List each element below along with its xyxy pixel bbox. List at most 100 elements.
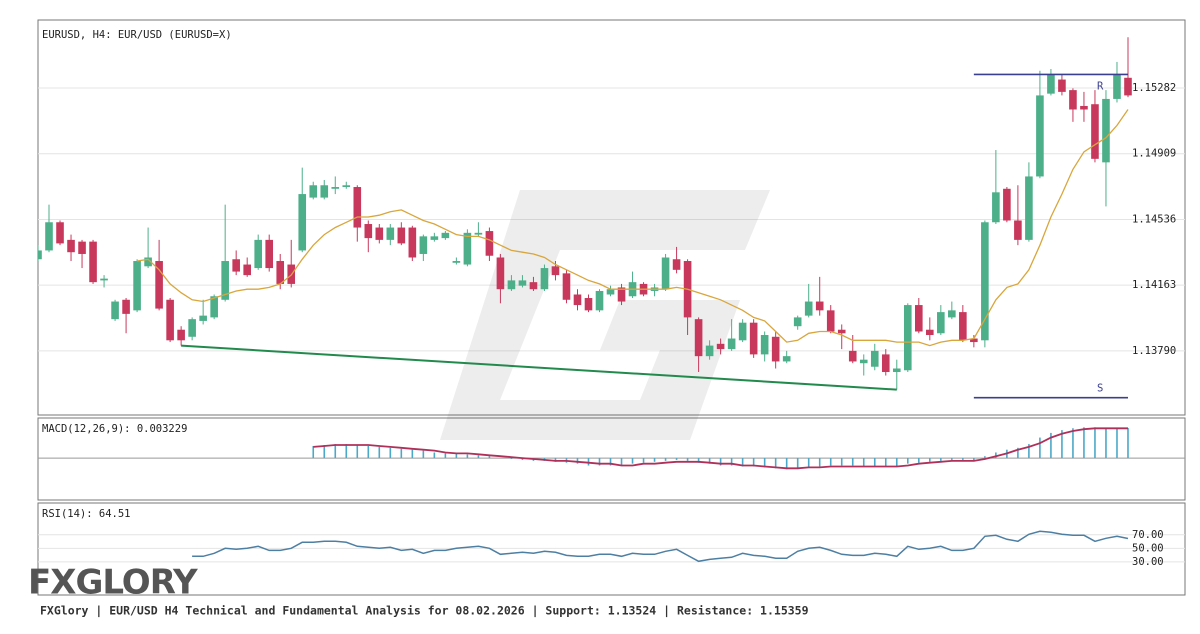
candle-body	[937, 312, 945, 334]
y-tick-label: 70.00	[1132, 529, 1164, 541]
candle-body	[1025, 176, 1033, 240]
y-tick-label: 30.00	[1132, 556, 1164, 568]
candle-body	[265, 239, 274, 269]
candle-body	[981, 222, 989, 341]
candle-body	[793, 317, 802, 327]
y-tick-label: 1.14909	[1132, 148, 1176, 160]
y-tick-label: 1.14536	[1132, 213, 1176, 225]
macd-label: MACD(12,26,9): 0.003229	[42, 423, 187, 435]
candle-body	[133, 261, 141, 311]
candle-body	[694, 319, 703, 357]
candle-body	[881, 354, 890, 373]
y-tick-label: 50.00	[1132, 542, 1164, 554]
candle-body	[452, 261, 461, 263]
candle-body	[518, 280, 527, 286]
candle-body	[948, 310, 956, 318]
candle-body	[1091, 104, 1099, 159]
candle-body	[408, 227, 417, 258]
y-tick-label: 1.13790	[1132, 345, 1176, 357]
candle-body	[1014, 220, 1022, 240]
level-label: S	[1097, 383, 1103, 395]
candle-body	[540, 268, 549, 290]
candle-body	[331, 187, 340, 189]
candle-body	[815, 301, 824, 311]
candle-body	[122, 299, 130, 314]
y-tick-label: 1.15282	[1132, 82, 1176, 94]
candle-body	[727, 338, 736, 350]
y-tick-label: 1.14163	[1132, 279, 1176, 291]
logo: FXGLORY	[28, 563, 198, 603]
candle-body	[507, 280, 516, 290]
candle-body	[111, 301, 119, 320]
rsi-label: RSI(14): 64.51	[42, 508, 131, 520]
candle-body	[859, 359, 868, 364]
candle-body	[870, 350, 879, 367]
candle-body	[1102, 98, 1110, 163]
candle-body	[155, 261, 163, 309]
candle-body	[617, 287, 626, 302]
candle-body	[386, 227, 395, 240]
candle-body	[661, 257, 670, 290]
candle-body	[100, 278, 108, 281]
candle-body	[353, 187, 362, 228]
candle-body	[562, 273, 571, 300]
candle-body	[342, 185, 351, 188]
candle-body	[78, 241, 86, 254]
candle-body	[463, 232, 472, 265]
candle-body	[595, 290, 604, 311]
candle-body	[221, 261, 229, 300]
candle-body	[397, 227, 406, 244]
candle-body	[529, 282, 538, 290]
candle-body	[826, 310, 835, 332]
candle-body	[485, 231, 494, 256]
candle-body	[672, 259, 681, 270]
candle-body	[188, 319, 196, 337]
candle-body	[419, 236, 428, 254]
candle-body	[1003, 188, 1011, 221]
candle-body	[992, 192, 1000, 223]
candle-body	[1036, 95, 1044, 177]
candle-body	[45, 222, 53, 251]
candle-body	[716, 343, 725, 350]
candle-body	[1113, 74, 1121, 99]
candle-body	[959, 312, 967, 341]
candle-body	[496, 257, 505, 290]
candle-body	[705, 345, 714, 357]
moving-average	[137, 109, 1129, 347]
candle-body	[606, 289, 615, 295]
candle-body	[903, 305, 912, 371]
candle-body	[364, 224, 373, 239]
candle-body	[1047, 74, 1055, 94]
candle-body	[892, 368, 901, 373]
candle-body	[89, 241, 97, 283]
candle-body	[144, 257, 152, 267]
rsi-panel	[37, 502, 1186, 596]
candle-body	[915, 305, 923, 332]
candle-body	[56, 222, 64, 244]
candle-body	[771, 336, 780, 362]
candle-body	[430, 236, 439, 240]
candle-body	[441, 232, 450, 239]
candle-body	[1069, 90, 1077, 110]
candle-body	[573, 294, 582, 306]
candle-body	[848, 350, 857, 362]
signal-line	[313, 427, 1128, 470]
candle-body	[309, 185, 318, 198]
candle-body	[199, 315, 207, 321]
candle-body	[474, 232, 483, 235]
candle-body	[1124, 77, 1132, 96]
candle-body	[551, 266, 560, 276]
candle-body	[926, 329, 934, 336]
candle-body	[177, 329, 185, 341]
candle-body	[243, 264, 251, 276]
candle-body	[970, 338, 978, 343]
macd-panel	[37, 417, 1186, 501]
level-label: R	[1097, 80, 1104, 92]
candle-body	[584, 298, 593, 311]
candle-body	[166, 299, 174, 341]
candle-body	[232, 259, 240, 272]
candle-body	[210, 296, 218, 318]
candle-body	[254, 239, 262, 269]
footer: FXGlory | EUR/USD H4 Technical and Funda…	[40, 604, 809, 618]
